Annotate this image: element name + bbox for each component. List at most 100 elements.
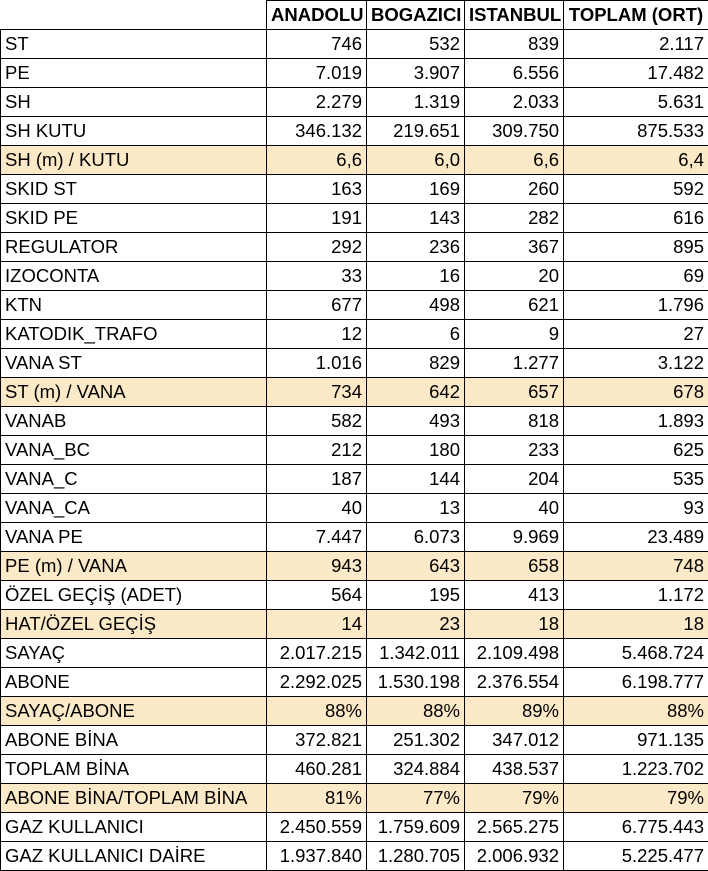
bogazici-cell[interactable]: 1.319 [366, 87, 465, 117]
bogazici-cell[interactable]: 144 [366, 464, 465, 494]
toplam-cell[interactable]: 2.117 [563, 29, 708, 59]
anadolu-cell[interactable]: 746 [266, 29, 367, 59]
bogazici-cell[interactable]: 195 [366, 580, 465, 610]
anadolu-cell[interactable]: 163 [266, 174, 367, 204]
bogazici-cell[interactable]: 143 [366, 203, 465, 233]
istanbul-cell[interactable]: 658 [464, 551, 564, 581]
toplam-cell[interactable]: 69 [563, 261, 708, 291]
row-label-cell[interactable]: SKID ST [0, 174, 267, 204]
row-label-cell[interactable]: PE [0, 58, 267, 88]
istanbul-cell[interactable]: 89% [464, 696, 564, 726]
anadolu-cell[interactable]: 88% [266, 696, 367, 726]
anadolu-cell[interactable]: 582 [266, 406, 367, 436]
row-label-cell[interactable]: VANAB [0, 406, 267, 436]
anadolu-cell[interactable]: 81% [266, 783, 367, 813]
bogazici-cell[interactable]: 1.530.198 [366, 667, 465, 697]
row-label-cell[interactable]: IZOCONTA [0, 261, 267, 291]
toplam-cell[interactable]: 1.172 [563, 580, 708, 610]
row-label-cell[interactable]: TOPLAM BİNA [0, 754, 267, 784]
anadolu-cell[interactable]: 2.292.025 [266, 667, 367, 697]
istanbul-cell[interactable]: 204 [464, 464, 564, 494]
anadolu-cell[interactable]: 2.450.559 [266, 812, 367, 842]
row-label-cell[interactable]: REGULATOR [0, 232, 267, 262]
toplam-cell[interactable]: 23.489 [563, 522, 708, 552]
anadolu-cell[interactable]: 2.017.215 [266, 638, 367, 668]
toplam-cell[interactable]: 875.533 [563, 116, 708, 146]
istanbul-cell[interactable]: 1.277 [464, 348, 564, 378]
row-label-cell[interactable]: VANA PE [0, 522, 267, 552]
toplam-cell[interactable]: 6,4 [563, 145, 708, 175]
istanbul-cell[interactable]: 9.969 [464, 522, 564, 552]
anadolu-cell[interactable]: 460.281 [266, 754, 367, 784]
anadolu-cell[interactable]: 1.016 [266, 348, 367, 378]
anadolu-cell[interactable]: 943 [266, 551, 367, 581]
bogazici-cell[interactable]: 1.759.609 [366, 812, 465, 842]
toplam-cell[interactable]: 17.482 [563, 58, 708, 88]
bogazici-cell[interactable]: 6 [366, 319, 465, 349]
toplam-cell[interactable]: 5.225.477 [563, 841, 708, 871]
bogazici-cell[interactable]: 16 [366, 261, 465, 291]
bogazici-cell[interactable]: 169 [366, 174, 465, 204]
anadolu-cell[interactable]: 372.821 [266, 725, 367, 755]
bogazici-cell[interactable]: 1.342.011 [366, 638, 465, 668]
header-cell-istanbul[interactable]: ISTANBUL [464, 0, 564, 30]
toplam-cell[interactable]: 895 [563, 232, 708, 262]
bogazici-cell[interactable]: 3.907 [366, 58, 465, 88]
istanbul-cell[interactable]: 347.012 [464, 725, 564, 755]
bogazici-cell[interactable]: 643 [366, 551, 465, 581]
toplam-cell[interactable]: 6.775.443 [563, 812, 708, 842]
istanbul-cell[interactable]: 233 [464, 435, 564, 465]
toplam-cell[interactable]: 971.135 [563, 725, 708, 755]
bogazici-cell[interactable]: 180 [366, 435, 465, 465]
anadolu-cell[interactable]: 14 [266, 609, 367, 639]
istanbul-cell[interactable]: 657 [464, 377, 564, 407]
anadolu-cell[interactable]: 734 [266, 377, 367, 407]
istanbul-cell[interactable]: 2.376.554 [464, 667, 564, 697]
row-label-cell[interactable]: SKID PE [0, 203, 267, 233]
toplam-cell[interactable]: 1.796 [563, 290, 708, 320]
toplam-cell[interactable]: 678 [563, 377, 708, 407]
bogazici-cell[interactable]: 493 [366, 406, 465, 436]
toplam-cell[interactable]: 535 [563, 464, 708, 494]
bogazici-cell[interactable]: 13 [366, 493, 465, 523]
header-cell-bogazici[interactable]: BOGAZICI [366, 0, 465, 30]
istanbul-cell[interactable]: 818 [464, 406, 564, 436]
bogazici-cell[interactable]: 829 [366, 348, 465, 378]
toplam-cell[interactable]: 79% [563, 783, 708, 813]
row-label-cell[interactable]: VANA_C [0, 464, 267, 494]
toplam-cell[interactable]: 616 [563, 203, 708, 233]
row-label-cell[interactable]: ST (m) / VANA [0, 377, 267, 407]
toplam-cell[interactable]: 18 [563, 609, 708, 639]
row-label-cell[interactable]: PE (m) / VANA [0, 551, 267, 581]
istanbul-cell[interactable]: 309.750 [464, 116, 564, 146]
bogazici-cell[interactable]: 6.073 [366, 522, 465, 552]
toplam-cell[interactable]: 27 [563, 319, 708, 349]
row-label-cell[interactable]: SH [0, 87, 267, 117]
toplam-cell[interactable]: 6.198.777 [563, 667, 708, 697]
toplam-cell[interactable]: 592 [563, 174, 708, 204]
bogazici-cell[interactable]: 251.302 [366, 725, 465, 755]
anadolu-cell[interactable]: 33 [266, 261, 367, 291]
row-label-cell[interactable]: ABONE [0, 667, 267, 697]
bogazici-cell[interactable]: 324.884 [366, 754, 465, 784]
toplam-cell[interactable]: 5.468.724 [563, 638, 708, 668]
row-label-cell[interactable]: KTN [0, 290, 267, 320]
anadolu-cell[interactable]: 1.937.840 [266, 841, 367, 871]
istanbul-cell[interactable]: 18 [464, 609, 564, 639]
bogazici-cell[interactable]: 1.280.705 [366, 841, 465, 871]
istanbul-cell[interactable]: 79% [464, 783, 564, 813]
anadolu-cell[interactable]: 191 [266, 203, 367, 233]
row-label-cell[interactable]: VANA_BC [0, 435, 267, 465]
istanbul-cell[interactable]: 2.565.275 [464, 812, 564, 842]
istanbul-cell[interactable]: 621 [464, 290, 564, 320]
istanbul-cell[interactable]: 839 [464, 29, 564, 59]
row-label-cell[interactable]: ST [0, 29, 267, 59]
anadolu-cell[interactable]: 6,6 [266, 145, 367, 175]
row-label-cell[interactable]: VANA ST [0, 348, 267, 378]
istanbul-cell[interactable]: 282 [464, 203, 564, 233]
row-label-cell[interactable]: ÖZEL GEÇİŞ (ADET) [0, 580, 267, 610]
istanbul-cell[interactable]: 6,6 [464, 145, 564, 175]
bogazici-cell[interactable]: 88% [366, 696, 465, 726]
toplam-cell[interactable]: 5.631 [563, 87, 708, 117]
toplam-cell[interactable]: 748 [563, 551, 708, 581]
